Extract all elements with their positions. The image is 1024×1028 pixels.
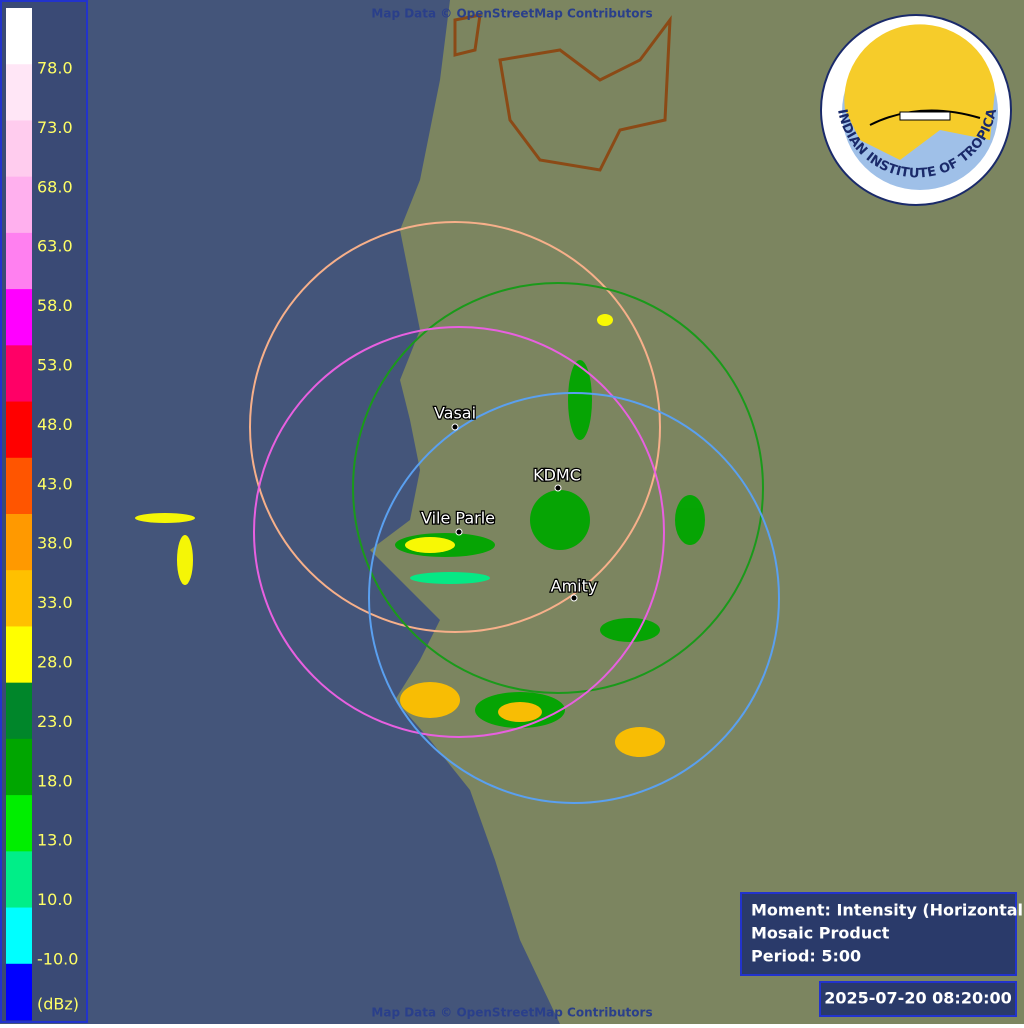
legend-swatch (6, 8, 32, 65)
legend-swatch (6, 907, 32, 965)
legend-label: 73.0 (37, 118, 73, 137)
legend-swatch (6, 120, 32, 178)
legend-swatch (6, 345, 32, 403)
legend-label: 28.0 (37, 653, 73, 672)
legend-swatch (6, 795, 32, 852)
legend-swatch (6, 851, 32, 909)
legend-swatch (6, 64, 32, 121)
info-box (740, 892, 1017, 976)
legend-label: 68.0 (37, 177, 73, 196)
legend-label: 53.0 (37, 356, 73, 375)
legend-unit: (dBz) (37, 995, 79, 1014)
station-marker (554, 484, 562, 492)
station-marker (455, 528, 463, 536)
legend-swatch (6, 514, 32, 571)
legend-swatch (6, 682, 32, 740)
legend-swatch (6, 176, 32, 234)
legend-label: 18.0 (37, 771, 73, 790)
legend-swatch (6, 626, 32, 684)
echoes (135, 314, 705, 757)
info-line: Mosaic Product (751, 924, 890, 943)
station-marker (451, 423, 459, 431)
legend-swatch (6, 401, 32, 459)
attribution: Map Data © OpenStreetMap Contributors (371, 7, 652, 21)
timestamp: 2025-07-20 08:20:00 (824, 989, 1012, 1008)
radar-range (253, 326, 665, 738)
legend-swatch (6, 738, 32, 796)
legend-label: 58.0 (37, 296, 73, 315)
legend-label: 63.0 (37, 237, 73, 256)
legend-label: 13.0 (37, 831, 73, 850)
legend-swatch (6, 963, 32, 1021)
district-boundary (453, 13, 672, 172)
legend-swatch (6, 289, 32, 346)
legend-label: 43.0 (37, 474, 73, 493)
legend-swatch (6, 570, 32, 627)
legend-label: 78.0 (37, 59, 73, 78)
legend-label: 38.0 (37, 534, 73, 553)
info-line: Period: 5:00 (751, 947, 861, 966)
legend-label: 48.0 (37, 415, 73, 434)
attribution: Map Data © OpenStreetMap Contributors (371, 1006, 652, 1020)
station-label: Vile Parle (421, 509, 495, 528)
legend-label: -10.0 (37, 950, 78, 969)
info-line: Moment: Intensity (Horizontal) (751, 901, 1024, 920)
legend-swatch (6, 457, 32, 515)
station-label: Vasai (434, 404, 476, 423)
station-label: Amity (551, 577, 598, 596)
radar-range (249, 221, 661, 633)
station-marker (570, 594, 578, 602)
legend-swatch (6, 232, 32, 290)
legend-label: 10.0 (37, 890, 73, 909)
time-box (819, 981, 1017, 1017)
radar-range (368, 392, 780, 804)
legend-label: 23.0 (37, 712, 73, 731)
radar-range (352, 282, 764, 694)
station-label: KDMC (533, 466, 581, 485)
legend-label: 33.0 (37, 593, 73, 612)
